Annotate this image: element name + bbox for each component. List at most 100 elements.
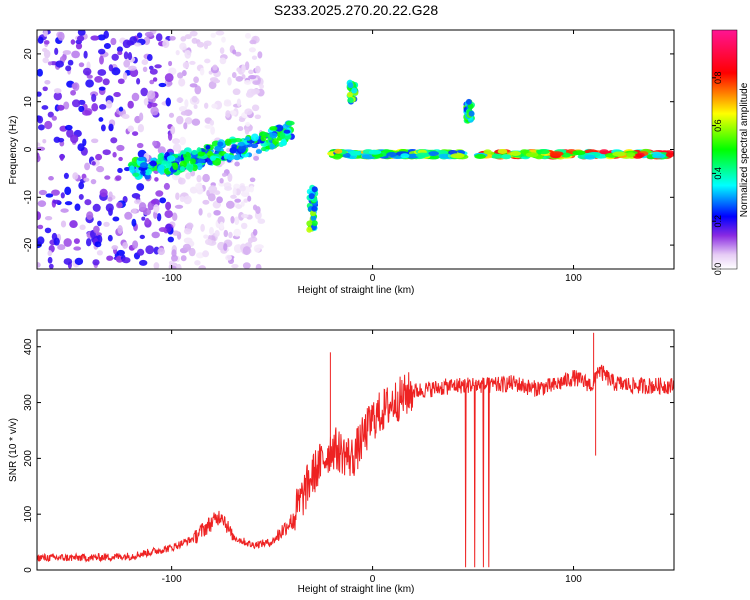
heatmap-rising-trace [189,158,196,165]
heatmap-noise-cloud [134,199,142,205]
heatmap-noise-cloud [238,117,246,123]
heatmap-noise-cloud [218,181,225,187]
heatmap-noise-cloud [43,40,50,45]
y-tick-label: 10 [23,96,34,108]
heatmap-noise-cloud [176,263,182,269]
heatmap-noise-cloud [150,106,159,116]
heatmap-noise-cloud [253,155,260,161]
heatmap-noise-cloud [60,208,69,213]
heatmap-noise-cloud [103,221,110,227]
heatmap-noise-cloud [37,262,41,268]
heatmap-noise-cloud [254,114,262,120]
x-tick-label: -100 [162,273,182,284]
heatmap-noise-cloud [240,222,248,230]
heatmap-noise-cloud [167,132,173,141]
x-tick-label: 100 [565,574,582,585]
heatmap-noise-cloud [156,213,162,222]
heatmap-rising-trace [129,165,135,174]
heatmap-noise-cloud [131,131,139,137]
colorbar-ticks: 0.0 0.2 0.4 0.6 0.8 [712,72,723,275]
heatmap-noise-cloud [172,143,182,153]
snr-plot-frame [36,329,675,571]
heatmap-rising-trace [260,146,267,152]
y-tick-label: -10 [23,190,34,205]
heatmap-noise-cloud [230,194,237,199]
heatmap-noise-cloud [212,64,218,71]
heatmap-noise-cloud [136,183,145,191]
heatmap-noise-cloud [164,73,174,83]
heatmap-noise-cloud [252,80,261,85]
heatmap-mid-segment [332,154,342,160]
heatmap-right-spur [468,110,475,117]
heatmap-noise-cloud [54,47,59,56]
heatmap-noise-cloud [92,259,100,266]
heatmap-noise-cloud [208,185,218,194]
colorbar: 0.0 0.2 0.4 0.6 0.8 Normalized spectral ampl… [711,29,750,275]
heatmap-noise-cloud [178,177,186,185]
heatmap-rising-trace [187,165,194,173]
heatmap-noise-cloud [98,117,104,122]
heatmap-noise-cloud [231,72,237,79]
heatmap-noise-cloud [37,124,45,131]
heatmap-noise-cloud [251,104,260,112]
heatmap-noise-cloud [244,127,250,135]
heatmap-rising-trace [166,155,176,162]
heatmap-noise-cloud [96,250,103,256]
heatmap-noise-cloud [127,52,133,61]
heatmap-noise-cloud [76,35,85,42]
heatmap-carrier-line [626,152,636,158]
heatmap-noise-cloud [134,42,142,47]
heatmap-noise-cloud [91,138,99,144]
heatmap-noise-cloud [73,246,82,251]
heatmap-noise-cloud [183,122,188,130]
heatmap-rising-trace [191,149,198,155]
heatmap-noise-cloud [189,30,198,37]
heatmap-noise-cloud [48,176,54,181]
heatmap-low-spur [311,186,318,193]
heatmap-noise-cloud [43,30,48,37]
heatmap-noise-cloud [252,229,258,236]
heatmap-noise-cloud [142,66,148,72]
heatmap-noise-cloud [37,200,47,207]
heatmap-noise-cloud [60,220,67,228]
heatmap-rising-trace [269,142,275,150]
heatmap-noise-cloud [203,43,209,50]
heatmap-noise-cloud [37,146,46,152]
heatmap-noise-cloud [239,185,246,192]
heatmap-noise-cloud [193,76,199,84]
heatmap-noise-cloud [235,76,244,82]
heatmap-noise-cloud [117,78,125,85]
heatmap-noise-cloud [91,93,97,103]
heatmap-noise-cloud [254,65,261,74]
heatmap-noise-cloud [64,124,73,131]
heatmap-noise-cloud [123,51,129,60]
heatmap-noise-cloud [255,263,262,269]
heatmap-noise-cloud [75,42,83,50]
heatmap-noise-cloud [243,198,249,203]
heatmap-noise-cloud [38,189,48,196]
heatmap-noise-cloud [52,199,61,204]
snr-x-axis-label: Height of straight line (km) [298,584,415,595]
heatmap-carrier-line [525,152,539,158]
heatmap-carrier-line [474,154,486,159]
heatmap-noise-cloud [165,223,172,233]
heatmap-noise-cloud [111,67,121,76]
heatmap-noise-cloud [189,60,196,65]
heatmap-noise-cloud [82,67,92,76]
heatmap-high-spur [346,91,353,98]
heatmap-noise-cloud [189,83,198,88]
heatmap-noise-cloud [70,39,76,45]
heatmap-noise-cloud [122,39,132,49]
heatmap-noise-cloud [194,85,202,95]
heatmap-rising-trace [137,157,146,162]
heatmap-noise-cloud [105,203,114,213]
heatmap-noise-cloud [155,33,163,42]
heatmap-noise-cloud [77,30,86,36]
heatmap-noise-cloud [110,137,118,144]
heatmap-noise-cloud [91,161,96,166]
heatmap-carrier-line [584,154,596,160]
heatmap-rising-trace [172,162,179,171]
heatmap-noise-cloud [37,224,44,230]
heatmap-rising-trace [161,160,168,165]
heatmap-noise-cloud [247,237,253,244]
